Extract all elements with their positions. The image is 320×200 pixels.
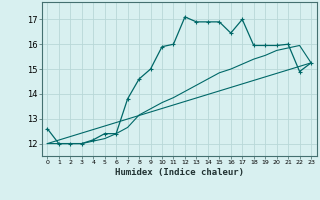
- X-axis label: Humidex (Indice chaleur): Humidex (Indice chaleur): [115, 168, 244, 177]
